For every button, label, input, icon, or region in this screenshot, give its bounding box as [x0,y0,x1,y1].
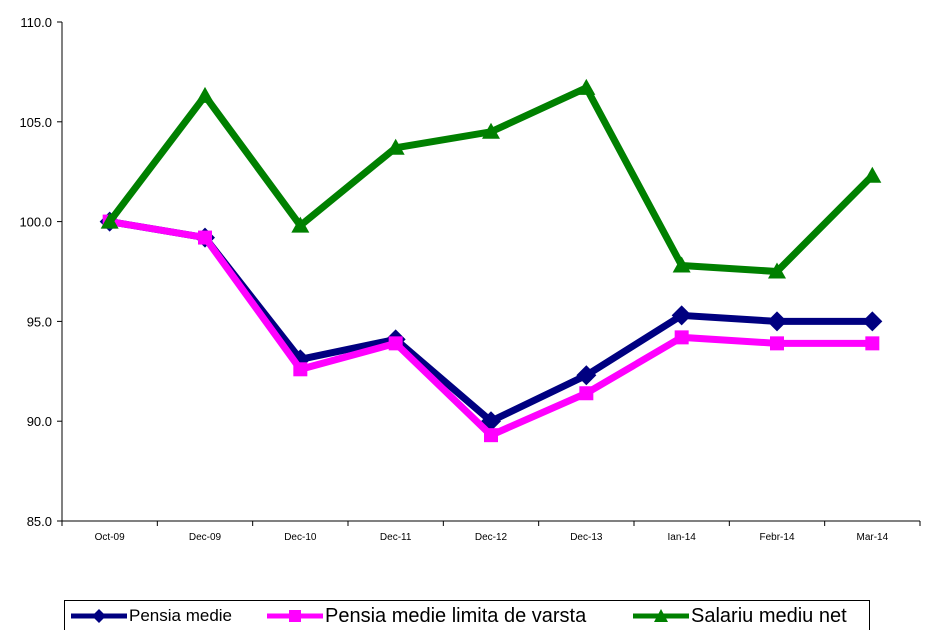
x-tick-label: Dec-10 [284,532,317,543]
legend-label: Pensia medie [129,606,233,625]
legend-item-pensia-limita: Pensia medie limita de varsta [265,601,586,631]
x-tick-label: Dec-13 [570,532,603,543]
series-line [106,83,875,276]
data-point [388,336,403,351]
x-tick-label: Dec-12 [475,532,508,543]
data-point [198,230,212,245]
y-tick-label: 100.0 [19,215,52,230]
data-point [579,386,594,401]
x-tick-label: Oct-09 [95,532,125,543]
legend-swatch-triangle-icon [633,609,689,622]
series-group [99,78,883,443]
y-tick-label: 105.0 [19,115,52,130]
data-point [293,362,308,377]
legend-item-salariu: Salariu mediu net [631,601,847,631]
data-point [100,212,119,229]
data-point [862,311,883,332]
series-2 [102,214,880,443]
data-point [196,86,214,103]
x-tick-label: Mar-14 [856,532,888,543]
legend-swatch-square-icon [267,610,323,622]
data-point [576,365,597,386]
data-point [484,428,498,443]
x-tick-label: Febr-14 [759,532,794,543]
data-point [386,138,405,155]
data-point [482,122,500,139]
data-point [767,311,787,332]
data-point [768,262,786,279]
y-axis-ticks: 85.0 90.0 95.0 100.0 105.0 110.0 [19,15,62,529]
x-tick-label: Dec-11 [380,532,412,543]
data-point [291,216,310,233]
y-tick-label: 90.0 [27,414,52,429]
series-1 [99,211,883,432]
legend-label: Pensia medie limita de varsta [325,604,587,627]
y-tick-label: 85.0 [27,514,52,529]
legend: Pensia medie Pensia medie limita de vars… [64,600,870,630]
legend-label: Salariu mediu net [691,604,847,627]
x-tick-label: Dec-09 [189,532,222,543]
data-point [671,305,692,326]
series-3 [100,78,882,279]
x-tick-label: Ian-14 [667,532,696,543]
data-point [770,336,784,351]
x-axis-ticks: Oct-09 Dec-09 Dec-10 Dec-11 Dec-12 Dec-13 Ian-… [61,521,921,543]
data-point [672,256,691,273]
data-point [863,166,882,183]
axes [61,22,920,522]
data-point [674,330,689,345]
series-line [109,218,873,426]
series-line [109,218,873,440]
data-point [865,336,880,351]
y-tick-label: 110.0 [20,15,52,30]
legend-item-pensia-medie: Pensia medie [69,601,232,631]
y-tick-label: 95.0 [27,314,52,329]
data-point [577,78,596,95]
legend-swatch-diamond-icon [71,609,127,623]
